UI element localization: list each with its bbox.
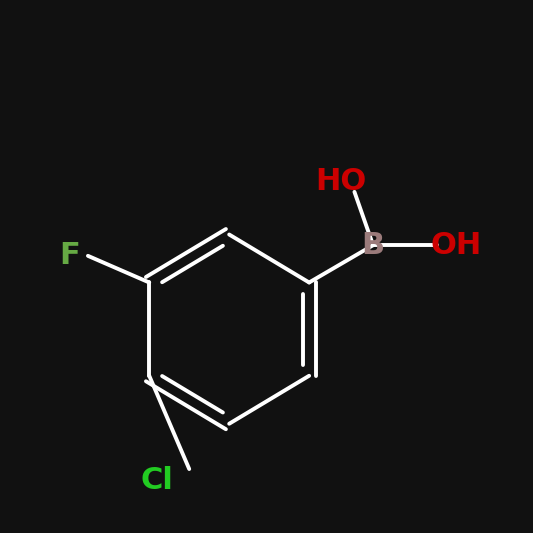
Text: Cl: Cl <box>141 466 174 495</box>
Text: B: B <box>361 231 385 260</box>
Text: F: F <box>59 241 79 270</box>
Text: OH: OH <box>430 231 481 260</box>
Text: HO: HO <box>316 167 367 196</box>
